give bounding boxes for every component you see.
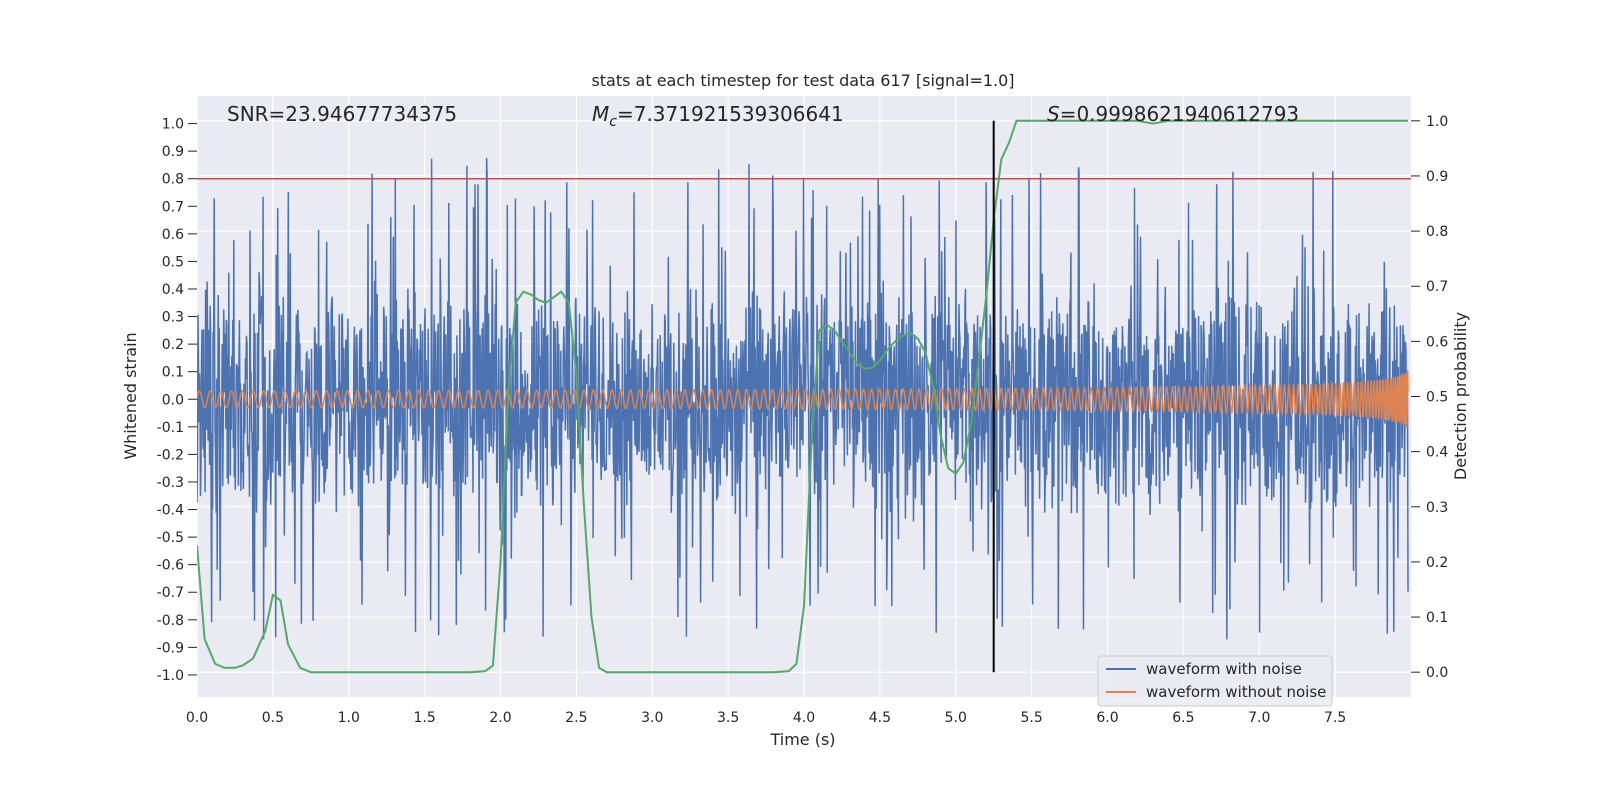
x-tick-label: 4.0 (793, 710, 815, 726)
left-y-tick-label: -0.6 (157, 558, 184, 574)
left-y-tick-label: 1.0 (162, 117, 184, 133)
right-y-tick-label: 0.7 (1426, 279, 1448, 295)
x-tick-label: 4.5 (869, 710, 891, 726)
left-y-tick-label: -0.3 (157, 475, 184, 491)
left-y-tick-label: 0.2 (162, 337, 184, 353)
x-tick-label: 3.0 (641, 710, 663, 726)
left-y-tick-label: -0.4 (157, 503, 184, 519)
left-y-tick-label: 0.3 (162, 310, 184, 326)
left-y-tick-label: 0.5 (162, 254, 184, 270)
left-y-tick-label: -0.5 (157, 530, 184, 546)
chirp-mass-symbol: M (592, 102, 609, 126)
left-y-tick-label: -0.1 (157, 420, 184, 436)
right-y-tick-label: 0.9 (1426, 169, 1448, 185)
right-y-axis-label: Detection probability (1451, 312, 1470, 480)
x-tick-label: 3.5 (717, 710, 739, 726)
right-y-tick-label: 0.8 (1426, 224, 1448, 240)
right-y-tick-label: 1.0 (1426, 114, 1448, 130)
right-y-axis-ticks: 0.0 0.1 0.2 0.3 0.4 0.5 0.6 0.7 0.8 0.9 1.0 (1411, 114, 1448, 681)
right-y-tick-label: 0.2 (1426, 555, 1448, 571)
x-tick-label: 1.0 (338, 710, 360, 726)
legend-box (1097, 655, 1333, 707)
score-symbol: S (1047, 102, 1060, 126)
score-annotation: S=0.9998621940612793 (1047, 102, 1299, 126)
right-y-tick-label: 0.5 (1426, 390, 1448, 406)
waveform-with-noise-line (197, 157, 1409, 640)
legend-label-noise: waveform with noise (1146, 660, 1302, 678)
left-y-tick-label: 0.0 (162, 392, 184, 408)
x-tick-label: 0.5 (262, 710, 284, 726)
x-tick-label: 1.5 (413, 710, 435, 726)
left-y-tick-label: -1.0 (157, 668, 184, 684)
x-tick-label: 7.0 (1248, 710, 1270, 726)
score-value: =0.9998621940612793 (1060, 102, 1299, 126)
waveform-without-noise-line (197, 370, 1409, 428)
right-y-tick-label: 0.3 (1426, 500, 1448, 516)
chirp-mass-annotation: Mc=7.371921539306641 (592, 102, 844, 130)
x-tick-label: 2.0 (489, 710, 511, 726)
chart-title: stats at each timestep for test data 617… (591, 71, 1014, 90)
x-tick-label: 7.5 (1324, 710, 1346, 726)
x-tick-label: 5.0 (945, 710, 967, 726)
legend-label-clean: waveform without noise (1146, 683, 1326, 701)
x-tick-label: 0.0 (186, 710, 208, 726)
snr-annotation: SNR=23.94677734375 (227, 102, 457, 126)
right-y-tick-label: 0.0 (1426, 665, 1448, 681)
left-y-tick-label: 0.6 (162, 227, 184, 243)
left-y-tick-label: 0.8 (162, 172, 184, 188)
left-y-tick-label: -0.8 (157, 613, 184, 629)
legend: waveform with noise waveform without noi… (1097, 655, 1333, 707)
x-tick-label: 5.5 (1020, 710, 1042, 726)
left-y-tick-label: 0.9 (162, 144, 184, 160)
right-y-tick-label: 0.4 (1426, 445, 1448, 461)
left-y-axis-label: Whitened strain (121, 332, 140, 459)
right-y-tick-label: 0.6 (1426, 334, 1448, 350)
x-tick-label: 2.5 (565, 710, 587, 726)
left-y-tick-label: -0.7 (157, 585, 184, 601)
left-y-axis-ticks: -1.0 -0.9 -0.8 -0.7 -0.6 -0.5 -0.4 -0.3 -0.2 -0.1… (157, 117, 197, 684)
chirp-mass-subscript: c (609, 114, 617, 130)
right-y-tick-label: 0.1 (1426, 610, 1448, 626)
chirp-mass-value: =7.371921539306641 (617, 102, 844, 126)
left-y-tick-label: 0.7 (162, 199, 184, 215)
x-axis-ticks: 0.0 0.5 1.0 1.5 2.0 2.5 3.0 3.5 4.0 4.5 5.0 5.5 6.0 6… (186, 710, 1346, 726)
detection-probability-line (197, 119, 1408, 674)
left-y-tick-label: 0.4 (162, 282, 184, 298)
left-y-tick-label: -0.2 (157, 447, 184, 463)
x-axis-label: Time (s) (769, 730, 835, 749)
left-y-tick-label: 0.1 (162, 365, 184, 381)
x-tick-label: 6.0 (1096, 710, 1118, 726)
left-y-tick-label: -0.9 (157, 640, 184, 656)
x-tick-label: 6.5 (1172, 710, 1194, 726)
